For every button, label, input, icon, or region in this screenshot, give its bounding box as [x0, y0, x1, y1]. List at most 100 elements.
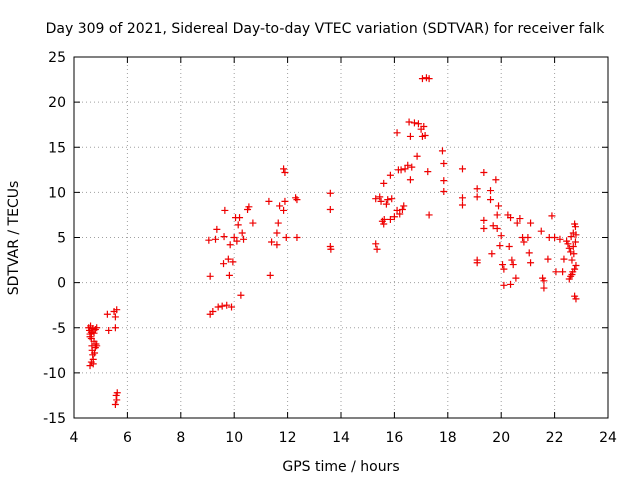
data-point	[572, 231, 580, 239]
data-point	[245, 203, 253, 211]
data-point	[240, 235, 248, 243]
data-point	[537, 227, 545, 235]
data-point	[418, 75, 426, 83]
x-tick-label: 24	[599, 430, 617, 446]
data-point	[220, 233, 228, 241]
data-point	[571, 238, 579, 246]
data-point	[326, 206, 334, 214]
data-point	[400, 202, 408, 210]
data-point	[214, 303, 222, 311]
data-point	[327, 245, 335, 253]
data-point	[282, 234, 290, 241]
data-point	[384, 196, 392, 204]
data-point	[230, 234, 238, 241]
data-point	[507, 280, 515, 288]
data-point	[496, 242, 504, 250]
data-point	[293, 196, 301, 204]
data-point	[544, 255, 552, 263]
data-point	[103, 310, 111, 318]
data-point	[564, 240, 572, 248]
data-point	[249, 219, 257, 227]
data-point	[373, 245, 381, 253]
plot-frame	[73, 56, 609, 419]
data-point	[440, 159, 448, 167]
data-point	[236, 214, 244, 222]
data-point	[571, 265, 579, 273]
data-point	[86, 362, 94, 370]
data-point	[492, 176, 500, 184]
data-point	[209, 308, 217, 316]
data-point	[488, 250, 496, 258]
data-point	[500, 265, 508, 273]
y-tick-label: 10	[48, 185, 66, 201]
data-point	[569, 243, 577, 251]
data-point	[520, 238, 528, 246]
data-point	[398, 206, 406, 214]
data-point	[406, 176, 414, 184]
data-point	[480, 216, 488, 224]
y-tick-label: -5	[52, 321, 66, 337]
data-point	[527, 259, 535, 267]
data-point	[524, 234, 532, 241]
data-point	[473, 259, 481, 267]
data-point	[388, 195, 396, 203]
data-point	[223, 301, 231, 309]
data-point	[493, 224, 501, 232]
data-point	[372, 240, 380, 248]
x-tick-label: 6	[123, 430, 132, 446]
y-tick-label: 25	[48, 50, 66, 66]
x-tick-label: 4	[70, 430, 79, 446]
data-point	[527, 219, 535, 227]
data-point	[218, 302, 226, 310]
y-axis-label: SDTVAR / TECUs	[6, 181, 22, 296]
data-point	[111, 324, 119, 332]
data-point	[458, 201, 466, 209]
data-point	[226, 241, 234, 249]
data-point	[440, 177, 448, 185]
data-point	[480, 169, 488, 177]
data-point	[405, 118, 413, 126]
data-point	[91, 349, 99, 357]
data-point	[438, 147, 446, 155]
data-point	[213, 225, 221, 233]
data-point	[382, 200, 390, 208]
data-point	[386, 215, 394, 223]
chart-title: Day 309 of 2021, Sidereal Day-to-day VTE…	[46, 21, 606, 37]
data-point	[408, 163, 416, 171]
data-point	[393, 206, 401, 214]
data-point	[406, 132, 414, 140]
data-point	[500, 281, 508, 289]
x-tick-label: 20	[492, 430, 510, 446]
data-point	[380, 215, 388, 223]
data-point	[205, 236, 213, 244]
data-point	[421, 132, 429, 140]
y-tick-label: 20	[48, 95, 66, 111]
data-point	[274, 219, 282, 227]
y-tick-label: -15	[43, 411, 66, 427]
data-point	[495, 202, 503, 210]
x-tick-label: 18	[439, 430, 457, 446]
data-point	[516, 215, 524, 223]
data-point	[265, 197, 273, 205]
y-tick-label: 0	[57, 276, 66, 292]
x-tick-label: 8	[176, 430, 185, 446]
data-point	[268, 238, 276, 246]
data-point	[420, 122, 428, 130]
data-point	[237, 291, 245, 299]
data-point	[377, 197, 385, 205]
data-point	[293, 234, 301, 241]
data-point	[276, 202, 284, 210]
data-point	[499, 261, 507, 269]
data-point	[525, 249, 533, 257]
data-point	[273, 241, 281, 249]
data-point	[572, 261, 580, 269]
axes: 4 6 8 10 12 14 16 18 20 22 24 -15 -10 -5 0 5 10 15 20 25	[43, 50, 617, 446]
data-point	[493, 211, 501, 219]
data-point	[225, 271, 233, 279]
data-point	[513, 219, 521, 227]
data-point	[113, 389, 121, 397]
x-tick-label: 16	[385, 430, 403, 446]
data-point	[372, 195, 380, 203]
data-point	[473, 193, 481, 201]
